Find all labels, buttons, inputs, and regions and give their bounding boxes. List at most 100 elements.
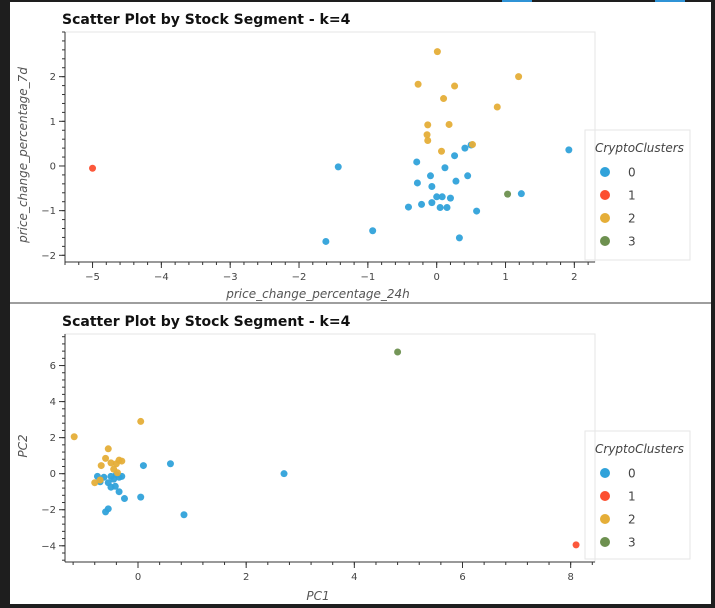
- legend-label: 1: [628, 490, 636, 504]
- y-axis-label: PC2: [16, 434, 30, 457]
- data-point-cluster-2: [451, 82, 459, 90]
- data-point-cluster-2: [515, 73, 523, 81]
- x-tick-label: −4: [154, 272, 169, 283]
- data-point-cluster-0: [413, 158, 421, 166]
- data-point-cluster-0: [139, 462, 147, 470]
- data-point-cluster-0: [166, 460, 174, 468]
- data-point-cluster-0: [455, 234, 463, 242]
- data-point-cluster-2: [91, 479, 99, 487]
- data-point-cluster-0: [428, 183, 436, 191]
- data-point-cluster-2: [107, 459, 115, 467]
- data-point-cluster-0: [280, 470, 288, 478]
- data-point-cluster-0: [404, 203, 412, 211]
- y-tick-label: 1: [50, 117, 56, 128]
- data-point-cluster-0: [115, 488, 123, 496]
- y-axis-label: price_change_percentage_7d: [16, 67, 30, 244]
- data-point-cluster-2: [70, 433, 78, 441]
- cell-divider: [10, 302, 711, 304]
- data-point-cluster-2: [468, 141, 476, 149]
- chart-title: Scatter Plot by Stock Segment - k=4: [62, 314, 351, 330]
- data-point-cluster-2: [104, 445, 112, 453]
- x-tick-label: 0: [434, 272, 440, 283]
- data-point-cluster-2: [113, 469, 121, 477]
- data-point-cluster-0: [180, 511, 188, 519]
- y-tick-label: 0: [50, 469, 56, 480]
- legend-swatch: [600, 213, 610, 223]
- data-point-cluster-2: [102, 454, 110, 462]
- charts-canvas: Scatter Plot by Stock Segment - k=4 pric…: [16, 12, 691, 603]
- chart-title: Scatter Plot by Stock Segment - k=4: [62, 12, 351, 28]
- data-point-cluster-0: [104, 505, 112, 513]
- data-point-cluster-0: [452, 177, 460, 185]
- data-point-cluster-0: [473, 207, 481, 215]
- y-tick-label: −4: [41, 541, 56, 552]
- x-tick-label: 4: [351, 572, 357, 583]
- data-point-cluster-2: [118, 457, 126, 465]
- legend-swatch: [600, 190, 610, 200]
- legend-label: 3: [628, 235, 636, 249]
- x-tick-label: 0: [135, 572, 141, 583]
- x-axis-label: price_change_percentage_24h: [225, 287, 409, 301]
- data-point-cluster-2: [424, 121, 432, 129]
- data-point-cluster-2: [424, 137, 432, 145]
- data-point-cluster-0: [137, 493, 145, 501]
- legend-label: 1: [628, 189, 636, 203]
- y-tick-label: 0: [50, 161, 56, 172]
- legend-label: 2: [628, 212, 636, 226]
- data-point-cluster-0: [451, 152, 459, 160]
- legend-swatch: [600, 468, 610, 478]
- y-tick-label: 2: [50, 72, 56, 83]
- x-tick-label: 1: [502, 272, 508, 283]
- data-point-cluster-0: [413, 179, 421, 187]
- data-point-cluster-0: [428, 199, 436, 207]
- data-point-cluster-0: [438, 193, 446, 201]
- window-accent-right: [655, 0, 685, 3]
- x-tick-label: 2: [243, 572, 249, 583]
- output-panel: Scatter Plot by Stock Segment - k=4 pric…: [10, 2, 711, 604]
- x-tick-label: 2: [571, 272, 577, 283]
- data-point-cluster-0: [111, 482, 119, 490]
- y-tick-label: 6: [50, 361, 56, 372]
- x-tick-label: −2: [292, 272, 307, 283]
- data-point-cluster-2: [493, 103, 501, 111]
- data-point-cluster-2: [438, 147, 446, 155]
- y-tick-label: −2: [41, 251, 56, 262]
- legend-swatch: [600, 491, 610, 501]
- x-axis-label: PC1: [306, 589, 329, 603]
- legend-swatch: [600, 514, 610, 524]
- data-point-cluster-3: [504, 190, 512, 198]
- legend-swatch: [600, 236, 610, 246]
- data-point-cluster-0: [334, 163, 342, 171]
- data-point-cluster-0: [418, 200, 426, 208]
- data-point-cluster-0: [426, 172, 434, 180]
- data-point-cluster-0: [443, 204, 451, 212]
- chart-price-change: Scatter Plot by Stock Segment - k=4 pric…: [16, 12, 691, 301]
- data-point-cluster-0: [369, 227, 377, 235]
- legend-label: 0: [628, 467, 636, 481]
- data-point-cluster-0: [433, 193, 441, 201]
- x-tick-label: −1: [360, 272, 375, 283]
- data-point-cluster-0: [446, 194, 454, 202]
- data-point-cluster-2: [414, 80, 422, 88]
- data-point-cluster-0: [436, 204, 444, 212]
- legend-title: CryptoClusters: [595, 442, 684, 456]
- data-point-cluster-0: [464, 172, 472, 180]
- x-tick-label: −5: [85, 272, 100, 283]
- window-accent-left: [502, 0, 532, 3]
- legend-label: 3: [628, 536, 636, 550]
- data-point-cluster-0: [441, 164, 449, 172]
- plot-frame: [64, 333, 596, 563]
- y-tick-label: −2: [41, 505, 56, 516]
- data-point-cluster-0: [461, 144, 469, 152]
- data-point-cluster-2: [423, 131, 431, 139]
- y-tick-label: 2: [50, 433, 56, 444]
- data-point-cluster-1: [89, 164, 97, 172]
- data-point-cluster-1: [572, 541, 580, 549]
- data-point-cluster-2: [433, 48, 441, 56]
- data-point-cluster-3: [394, 348, 402, 356]
- data-point-cluster-2: [445, 120, 453, 128]
- data-point-cluster-0: [517, 190, 525, 198]
- data-point-cluster-0: [120, 495, 128, 503]
- data-point-cluster-2: [137, 417, 145, 425]
- y-tick-label: 4: [50, 397, 56, 408]
